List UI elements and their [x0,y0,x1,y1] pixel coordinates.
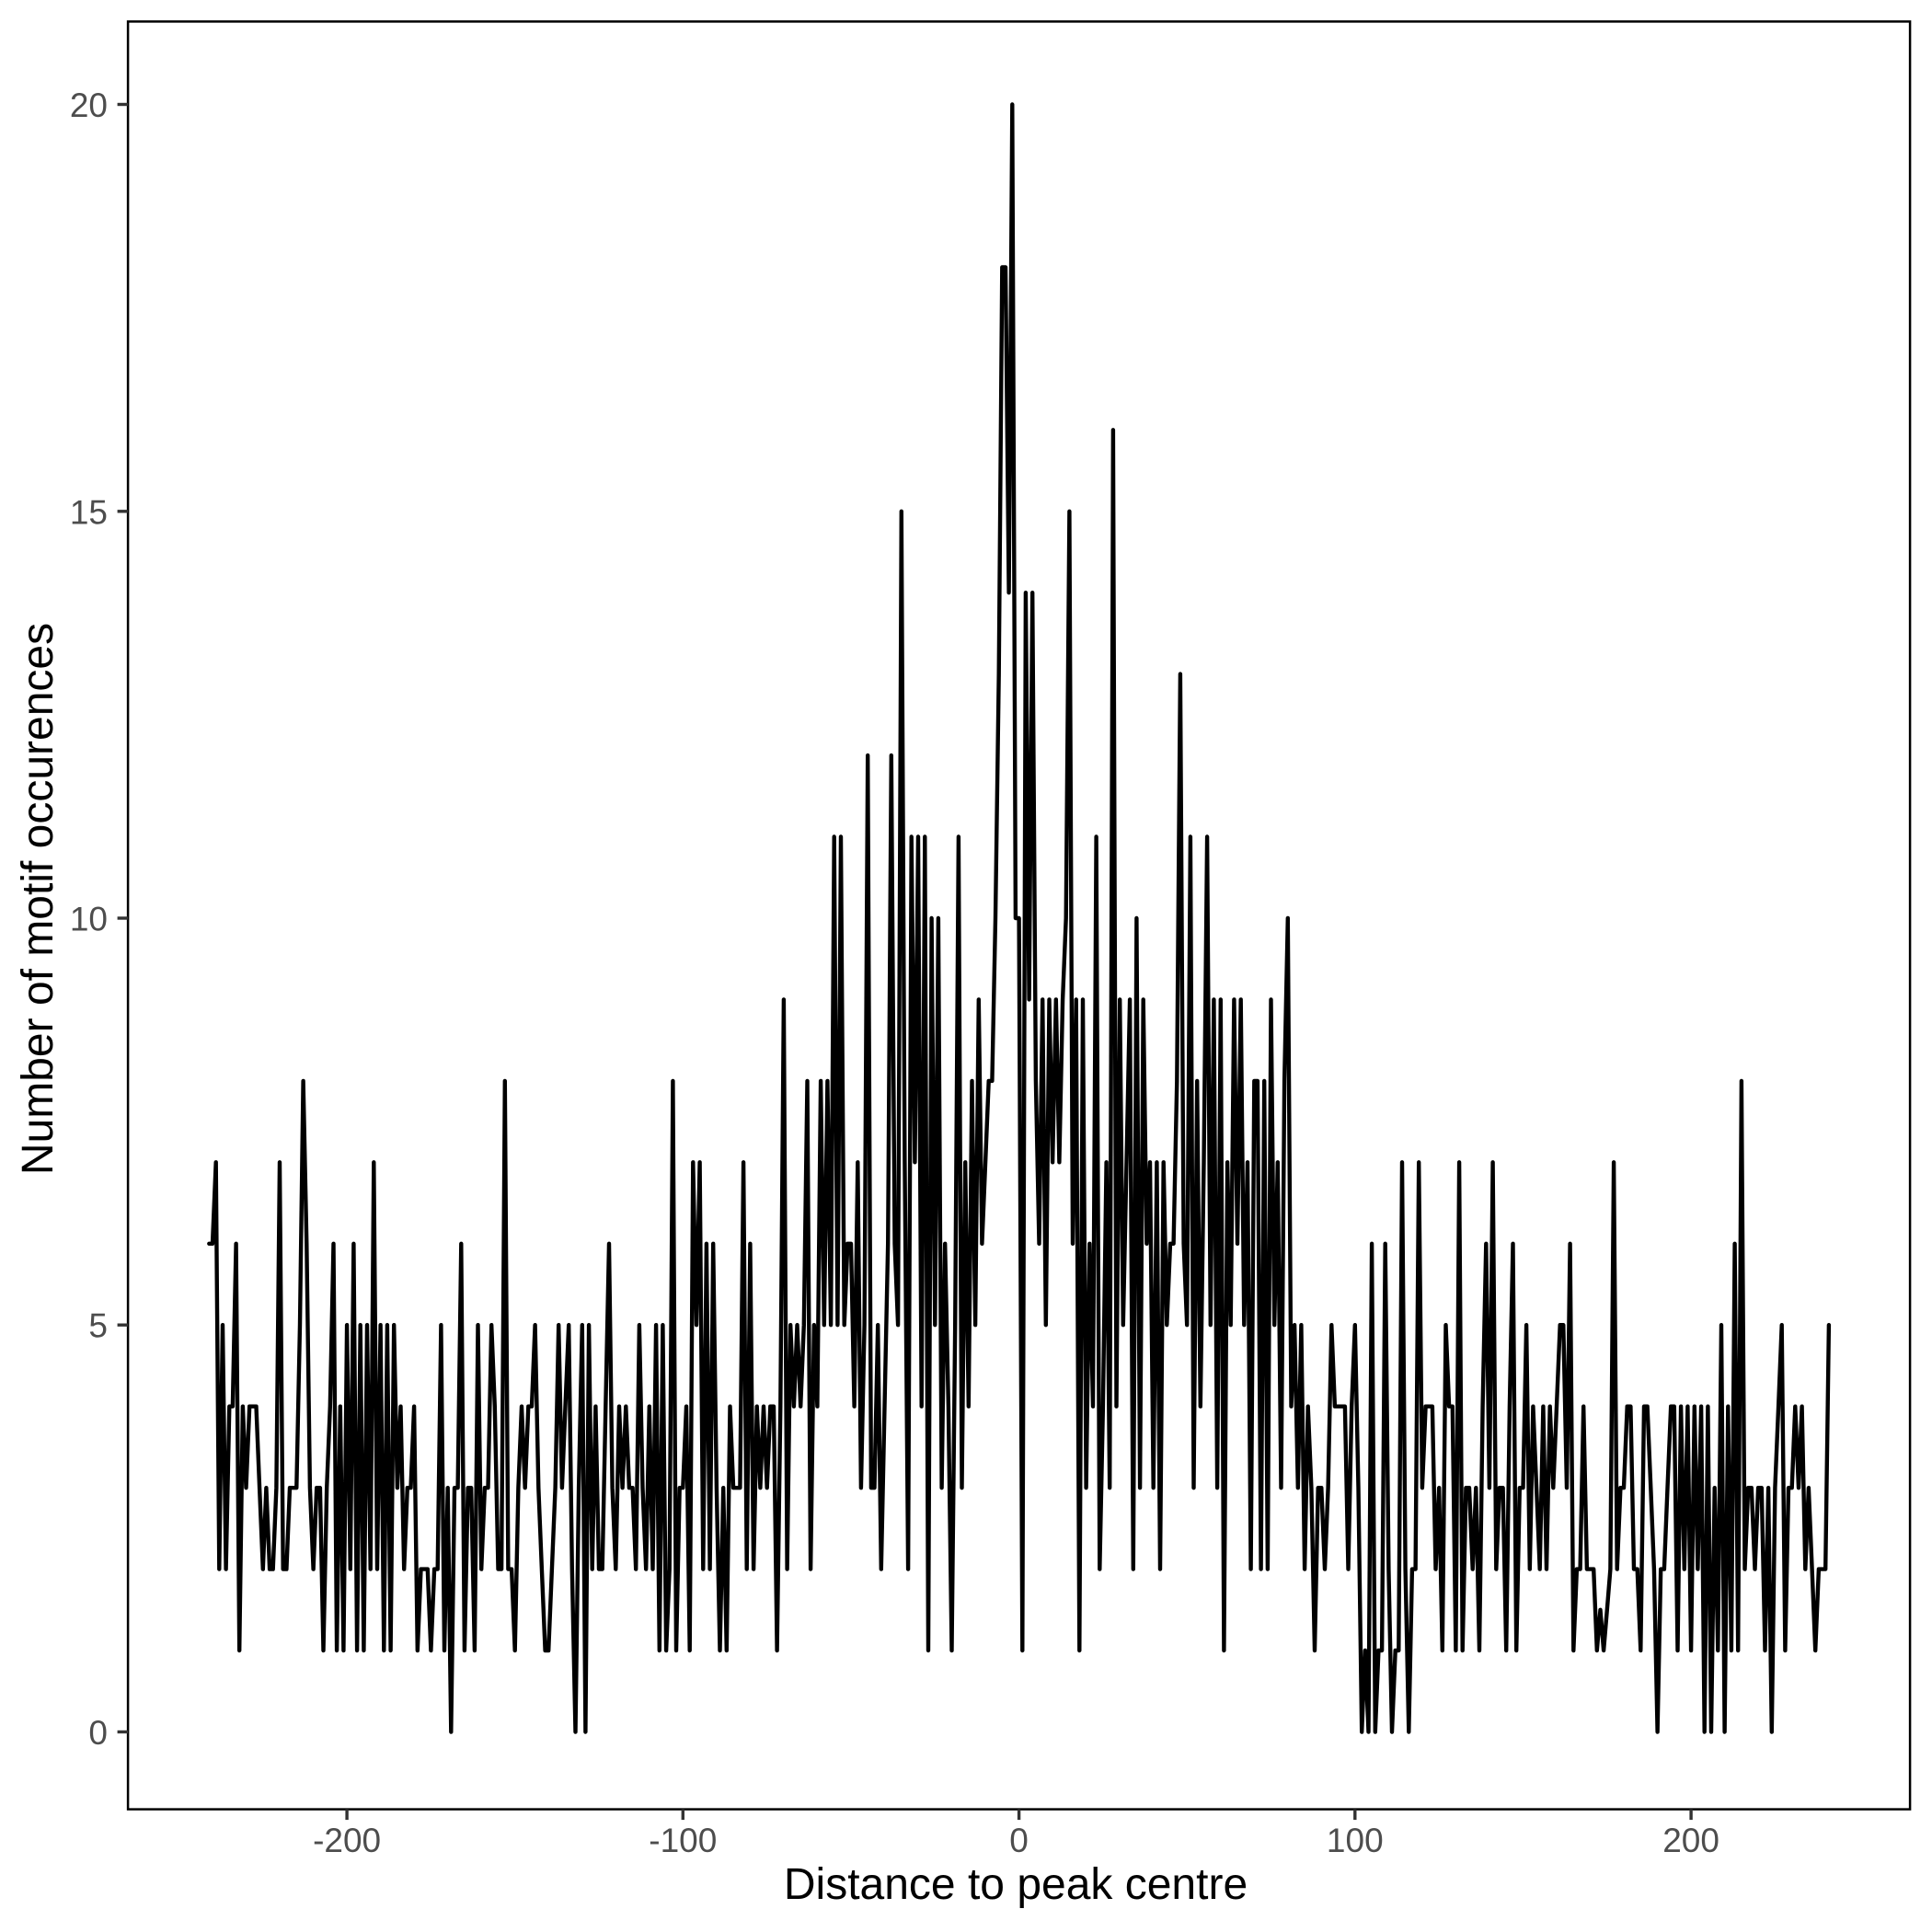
svg-text:-100: -100 [649,1822,717,1859]
svg-text:15: 15 [70,493,108,531]
svg-text:Number of motif occurences: Number of motif occurences [14,623,63,1175]
svg-text:10: 10 [70,901,108,938]
svg-text:Distance to peak centre: Distance to peak centre [784,1860,1248,1909]
svg-text:20: 20 [70,86,108,124]
svg-text:200: 200 [1662,1822,1719,1859]
svg-text:100: 100 [1327,1822,1384,1859]
svg-text:0: 0 [1009,1822,1029,1859]
svg-text:0: 0 [88,1714,108,1752]
svg-text:5: 5 [88,1307,108,1345]
svg-text:-200: -200 [313,1822,381,1859]
